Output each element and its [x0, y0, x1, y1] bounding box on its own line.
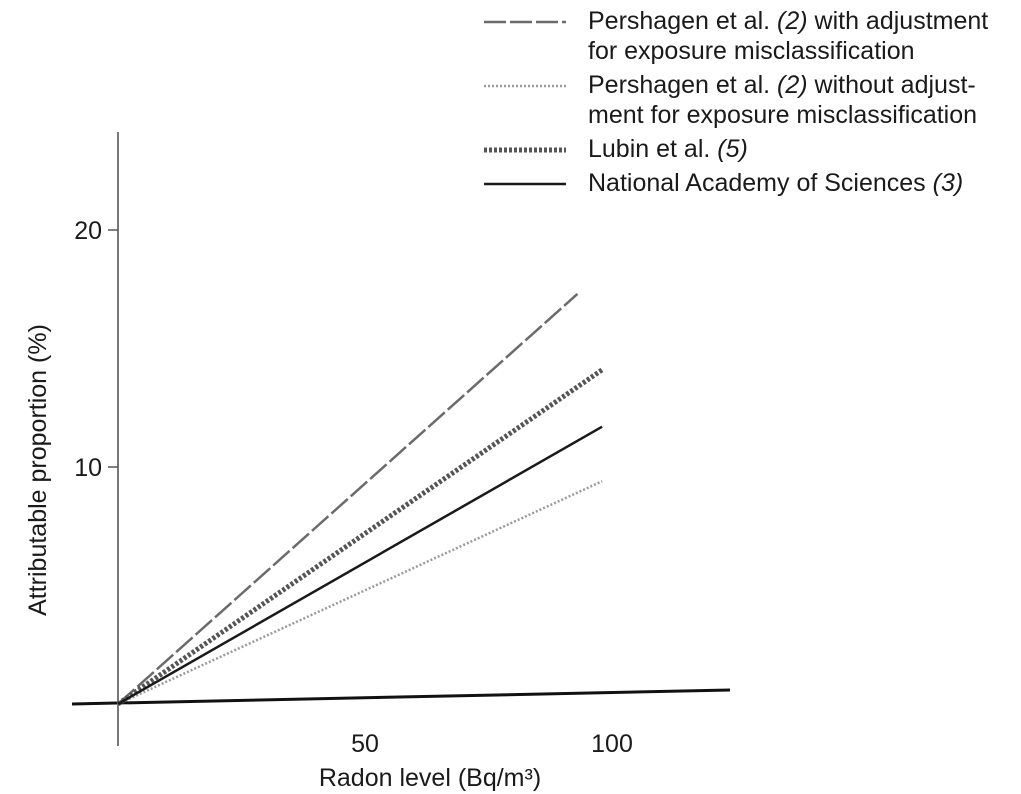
legend-item: Pershagen et al. (2) with adjustment for … — [480, 6, 1020, 66]
legend-label: National Academy of Sciences (3) — [588, 168, 1020, 198]
x-axis-title: Radon level (Bq/m³) — [319, 764, 541, 792]
y-tick-label: 10 — [74, 454, 102, 482]
y-tick-label: 20 — [74, 217, 102, 245]
legend-swatch — [484, 20, 566, 24]
legend-label-text: without adjust- — [807, 71, 976, 99]
series-line-3 — [116, 367, 604, 707]
legend-label-text: Pershagen et al. — [588, 71, 778, 99]
legend-label-text: for exposure misclassification — [588, 37, 915, 65]
x-tick-label: 100 — [591, 730, 633, 758]
legend-label-ref: (5) — [717, 135, 748, 163]
legend-label: Pershagen et al. (2) with adjustment for … — [588, 6, 1020, 66]
legend-swatch — [484, 84, 566, 88]
legend-label-text: Lubin et al. — [588, 135, 718, 163]
legend-label: Lubin et al. (5) — [588, 134, 1020, 164]
legend-label-ref: (3) — [932, 169, 964, 197]
legend-label-text: with adjustment — [807, 7, 989, 35]
series-line-4 — [117, 425, 603, 706]
series-line-2 — [117, 480, 603, 706]
legend: Pershagen et al. (2) with adjustment for … — [480, 6, 1020, 202]
legend-label-text: National Academy of Sciences — [588, 169, 933, 197]
legend-label: Pershagen et al. (2) without adjust-ment… — [588, 70, 1020, 130]
series-line-1 — [117, 293, 579, 705]
y-axis-title: Attributable proportion (%) — [24, 324, 52, 616]
legend-item: Lubin et al. (5) — [480, 134, 1020, 164]
legend-label-text: Pershagen et al. — [588, 7, 778, 35]
legend-label-ref: (2) — [777, 71, 808, 99]
series-layer — [116, 293, 604, 707]
x-axis-line — [71, 688, 731, 706]
legend-swatch — [484, 147, 566, 153]
legend-label-text: ment for exposure misclassification — [588, 101, 978, 129]
tick-labels: 10 20 50 100 — [74, 217, 633, 758]
axes — [71, 132, 731, 746]
legend-item: Pershagen et al. (2) without adjust-ment… — [480, 70, 1020, 130]
legend-item: National Academy of Sciences (3) — [480, 168, 1020, 198]
x-tick-label: 50 — [351, 730, 379, 758]
legend-swatch — [484, 182, 566, 186]
legend-label-ref: (2) — [777, 7, 808, 35]
